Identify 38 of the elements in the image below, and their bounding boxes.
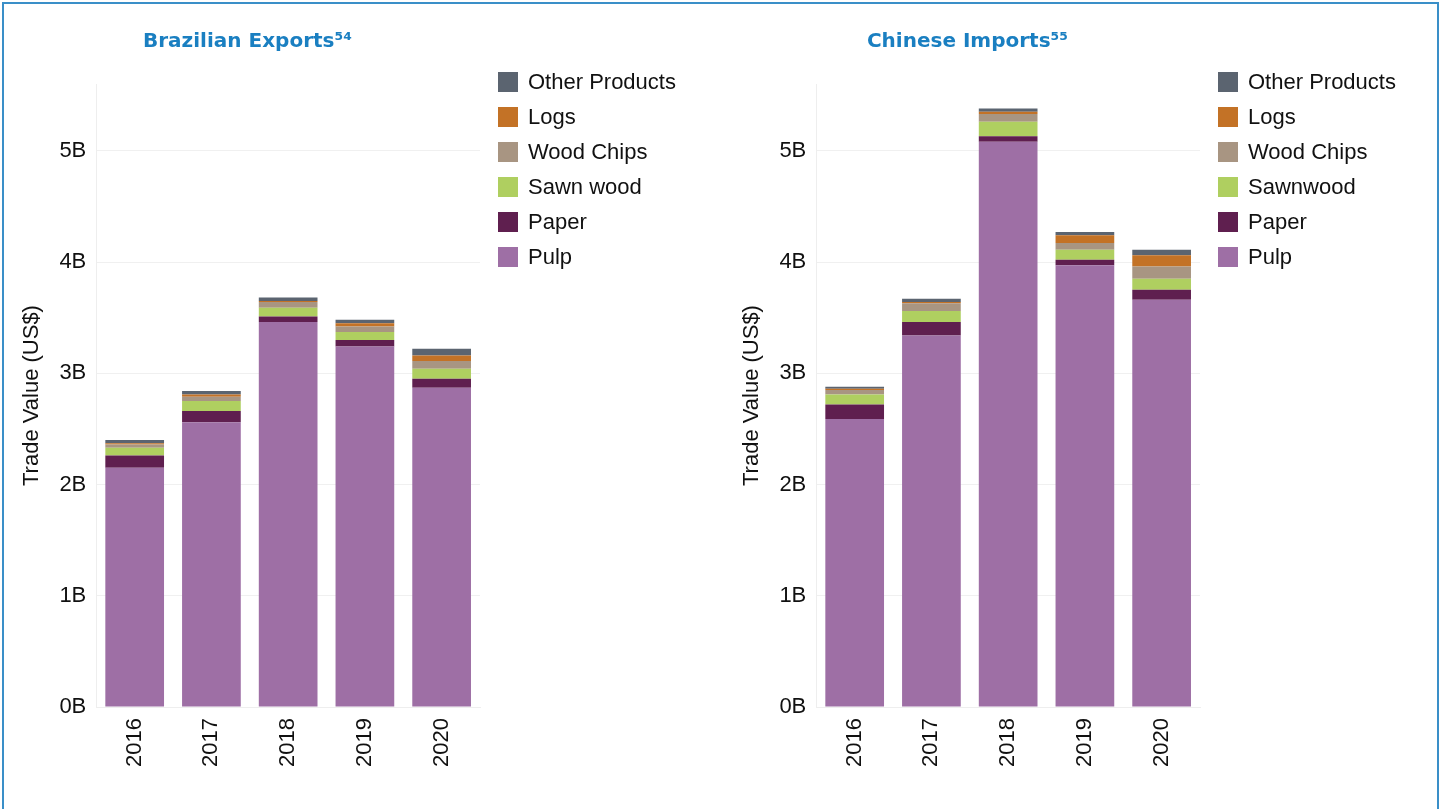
- legend-label: Paper: [528, 208, 587, 235]
- legend-label: Pulp: [528, 243, 573, 270]
- chart-title: Chinese Imports⁵⁵: [866, 28, 1069, 53]
- y-tick-label: 0B: [779, 693, 807, 719]
- legend-label: Other Products: [1248, 68, 1396, 95]
- legend-label: Paper: [1248, 208, 1307, 235]
- legend-label: Wood Chips: [1248, 138, 1368, 165]
- y-tick-label: 0B: [59, 693, 87, 719]
- legend-label: Pulp: [1248, 243, 1293, 270]
- y-axis-title: Trade Value (US$): [18, 305, 44, 487]
- y-tick-label: 2B: [59, 470, 87, 496]
- x-tick-label: 2017: [917, 718, 943, 768]
- x-tick-label: 2018: [274, 718, 300, 768]
- y-tick-label: 4B: [779, 248, 807, 274]
- legend-label: Other Products: [528, 68, 676, 95]
- x-tick-label: 2016: [120, 718, 146, 768]
- legend-label: Sawnwood: [1248, 173, 1356, 200]
- legend-label: Logs: [1248, 103, 1296, 130]
- y-tick-label: 4B: [59, 248, 87, 274]
- x-tick-label: 2018: [994, 718, 1020, 768]
- x-tick-label: 2019: [1070, 718, 1096, 768]
- chart-title: Brazilian Exports⁵⁴: [143, 28, 352, 53]
- x-tick-label: 2019: [350, 718, 376, 768]
- x-tick-label: 2016: [840, 718, 866, 768]
- x-tick-label: 2017: [197, 718, 223, 768]
- legend-label: Logs: [528, 103, 576, 130]
- y-tick-label: 1B: [779, 581, 807, 607]
- x-tick-label: 2020: [427, 718, 453, 768]
- y-tick-label: 3B: [779, 359, 807, 385]
- y-tick-label: 2B: [779, 470, 807, 496]
- y-axis-title: Trade Value (US$): [738, 305, 764, 487]
- y-tick-label: 5B: [779, 136, 807, 162]
- x-tick-label: 2020: [1147, 718, 1173, 768]
- y-tick-label: 3B: [59, 359, 87, 385]
- y-tick-label: 5B: [59, 136, 87, 162]
- legend-label: Sawn wood: [528, 173, 642, 200]
- y-tick-label: 1B: [59, 581, 87, 607]
- legend-label: Wood Chips: [528, 138, 648, 165]
